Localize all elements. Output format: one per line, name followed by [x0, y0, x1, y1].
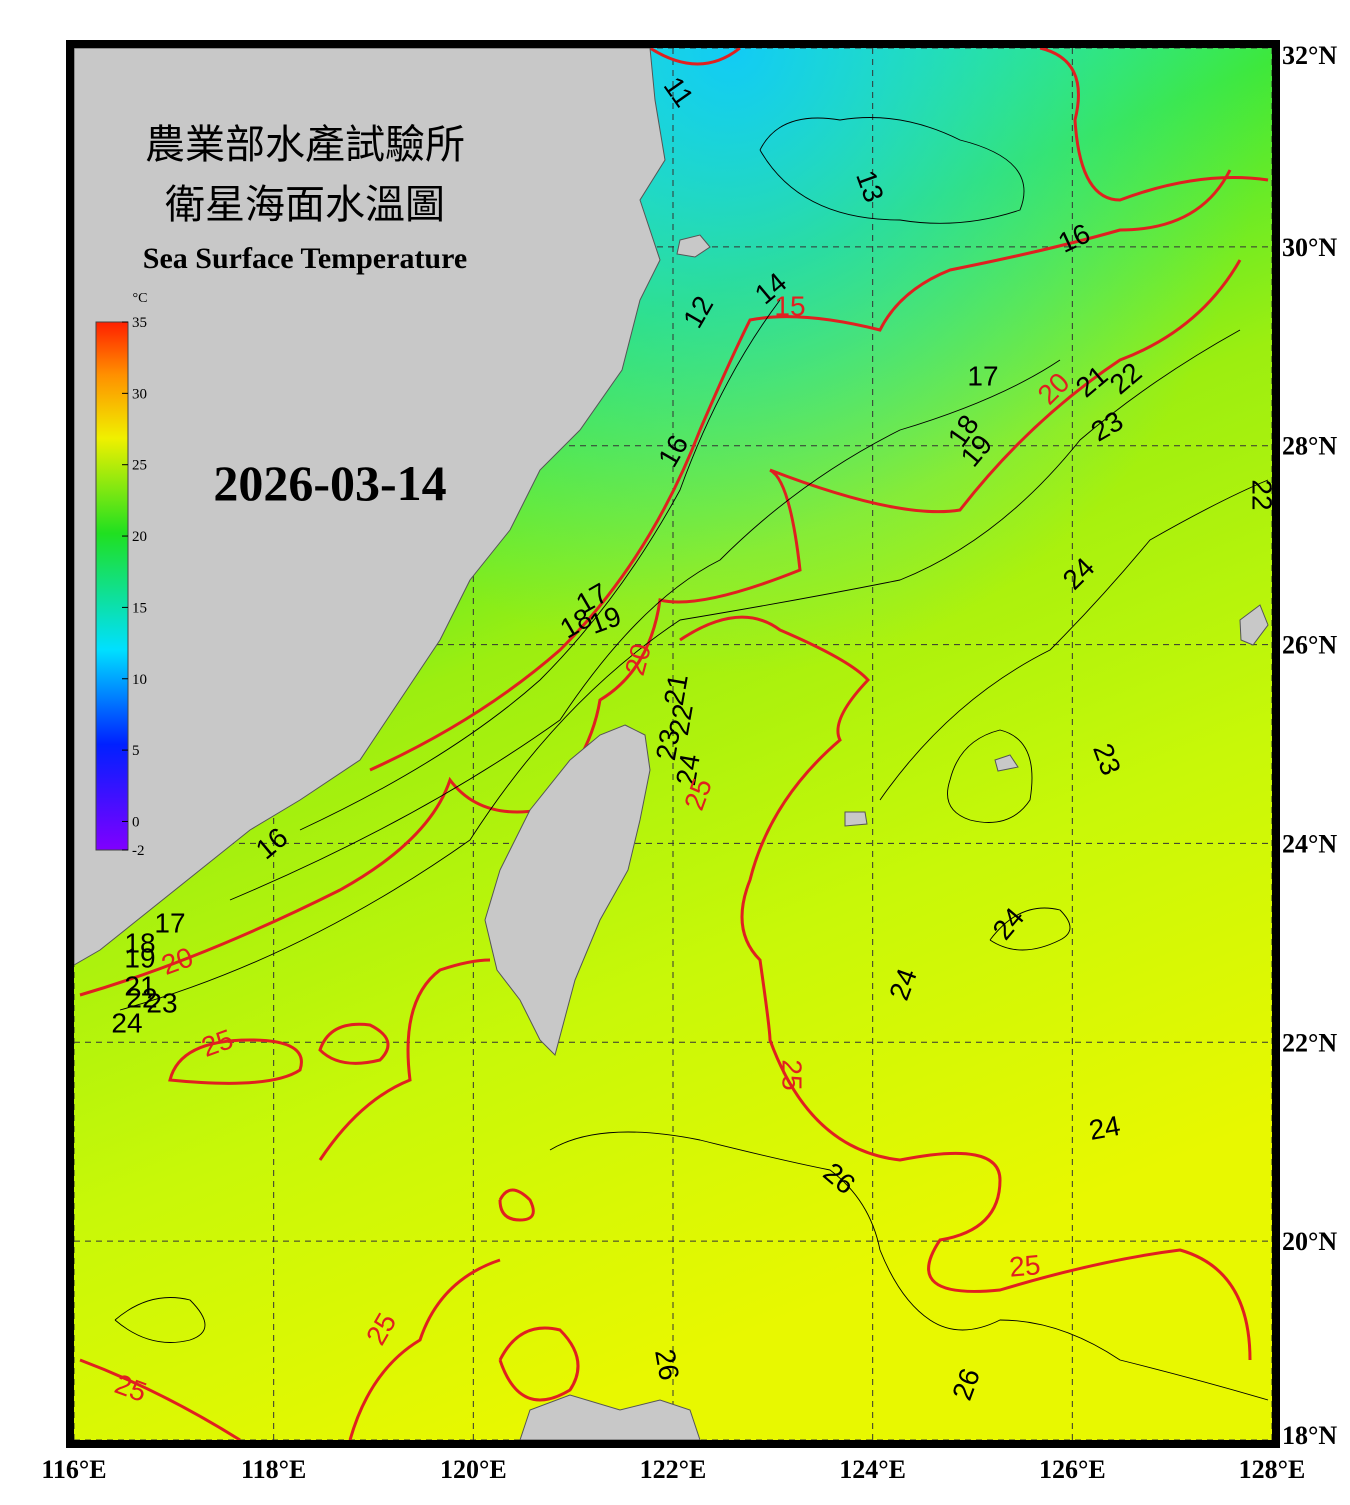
y-tick-label: 26°N: [1282, 631, 1337, 660]
contour-label: 17: [154, 907, 185, 938]
colorbar-tick-label: 0: [132, 814, 140, 830]
colorbar-tick-label: -2: [132, 843, 145, 859]
x-tick-label: 122°E: [640, 1455, 707, 1484]
contour: [879, 479, 1269, 801]
contour: [649, 48, 741, 66]
colorbar-tick-label: 5: [132, 743, 140, 759]
colorbar-tick-label: 35: [132, 315, 147, 331]
y-tick-label: 28°N: [1282, 432, 1337, 461]
contour: [114, 1297, 206, 1343]
subtitle-zh: 衛星海面水溫圖: [165, 182, 445, 227]
contour-label: 19: [124, 942, 155, 973]
contour-label: 21: [658, 672, 694, 708]
contour-label: 21: [124, 970, 155, 1001]
contour-label: 24: [111, 1007, 142, 1038]
colorbar-tick-label: 30: [132, 386, 147, 402]
colorbar-unit: °C: [133, 291, 148, 306]
x-tick-label: 126°E: [1039, 1455, 1106, 1484]
contour-label: 26: [649, 1347, 685, 1383]
island: [676, 234, 1269, 827]
contour: [318, 958, 491, 1161]
x-tick-label: 128°E: [1239, 1455, 1306, 1484]
colorbar-tick-label: 20: [132, 529, 147, 545]
contour-label: 22: [663, 702, 699, 738]
contour-label: 24: [1087, 1110, 1123, 1146]
x-tick-label: 120°E: [440, 1455, 507, 1484]
contour-label: 22: [1247, 479, 1278, 510]
map-frame: [66, 40, 1280, 1448]
contour: [119, 329, 1241, 1011]
contour-label: 23: [146, 987, 177, 1018]
luzon: [519, 1394, 701, 1441]
contour: [679, 615, 1252, 1361]
contour-label: 24: [670, 752, 706, 788]
colorbar: [95, 321, 129, 851]
contour-label: 15: [774, 290, 805, 321]
colorbar-tick-label: 25: [132, 458, 147, 474]
contour: [1039, 48, 1269, 202]
mainland-china: [73, 47, 666, 966]
contour: [759, 117, 1025, 224]
y-tick-label: 20°N: [1282, 1227, 1337, 1256]
taiwan: [484, 724, 651, 1056]
x-tick-label: 118°E: [241, 1455, 306, 1484]
title-zh: 農業部水產試驗所: [145, 122, 465, 167]
y-tick-label: 32°N: [1282, 41, 1337, 70]
contour-label: 17: [967, 360, 998, 391]
land: [73, 47, 1269, 1441]
contour: [947, 729, 1033, 823]
black-contours: [114, 117, 1269, 1401]
x-tick-label: 116°E: [41, 1455, 106, 1484]
colorbar-tick-label: 10: [132, 672, 147, 688]
contour-label: 22: [126, 982, 157, 1013]
title-en: Sea Surface Temperature: [143, 242, 467, 275]
contour-label: 18: [124, 927, 155, 958]
contour-label: 25: [777, 1059, 808, 1090]
contour-label: 25: [1008, 1249, 1042, 1283]
y-tick-label: 18°N: [1282, 1421, 1337, 1450]
contour: [168, 1022, 390, 1085]
y-tick-label: 24°N: [1282, 829, 1337, 858]
y-tick-label: 30°N: [1282, 233, 1337, 262]
colorbar-tick-label: 15: [132, 600, 147, 616]
contour: [549, 1131, 1269, 1401]
y-tick-label: 22°N: [1282, 1028, 1337, 1057]
contour: [299, 299, 781, 831]
contour: [989, 907, 1071, 951]
contour: [79, 1188, 580, 1440]
contour: [79, 259, 1242, 997]
contour: [229, 359, 1061, 901]
contour-label: 23: [650, 727, 686, 763]
x-tick-label: 124°E: [839, 1455, 906, 1484]
date: 2026-03-14: [213, 455, 446, 511]
